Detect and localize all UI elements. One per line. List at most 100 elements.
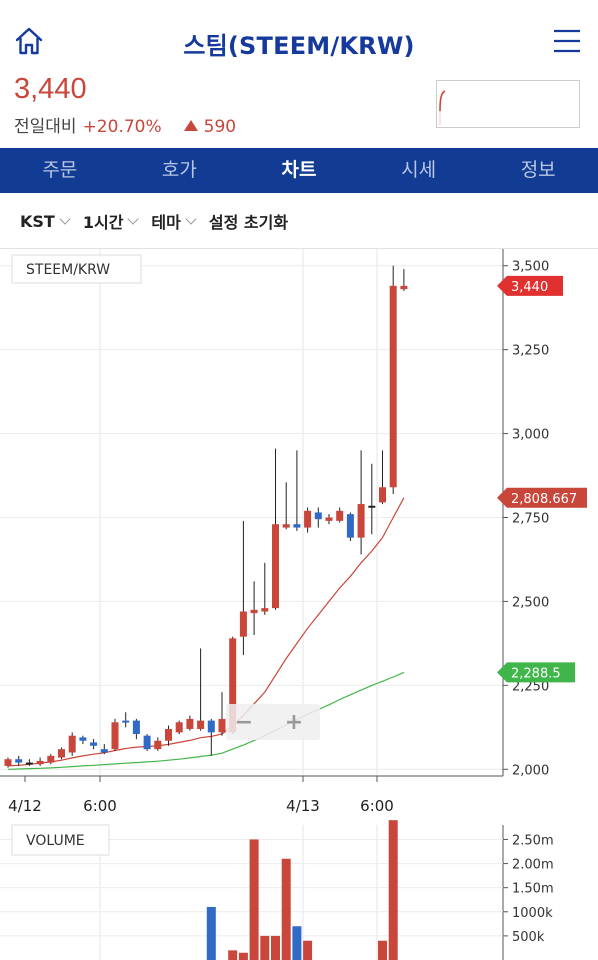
candle-body	[218, 718, 226, 733]
candle-body	[325, 517, 333, 521]
home-button[interactable]	[12, 24, 46, 58]
volume-bar	[292, 926, 302, 960]
zoom-out-button[interactable]: −	[235, 710, 253, 735]
volume-bar	[378, 940, 387, 960]
tab-orderbook[interactable]: 호가	[161, 159, 197, 181]
candle-body	[47, 755, 55, 763]
volume-legend-box	[11, 824, 110, 856]
change-percent: +20.70%	[82, 117, 162, 137]
price-tag-label: 2,808.667	[511, 492, 577, 507]
home-icon	[15, 27, 43, 55]
candle-body	[336, 510, 344, 521]
price-tag	[497, 662, 575, 683]
price-tag-label: 3,440	[511, 280, 548, 295]
y-tick-label: 2,000	[512, 763, 549, 778]
candle-body	[239, 611, 247, 637]
legend-box	[11, 254, 142, 284]
candle-body	[79, 737, 87, 741]
ma-short-line	[7, 497, 405, 767]
nav-tabs: 주문 호가 차트 시세 정보	[0, 148, 598, 193]
candle-body	[132, 720, 140, 735]
change-label: 전일대비	[14, 117, 77, 137]
candle-body	[272, 524, 279, 609]
volume-bar	[388, 820, 398, 960]
tab-info[interactable]: 정보	[520, 159, 556, 181]
candle-body	[4, 759, 12, 766]
volume-legend-label: VOLUME	[26, 833, 85, 849]
candle-body	[207, 720, 215, 733]
y-tick-label: 2,750	[512, 512, 549, 527]
current-price: 3,440	[14, 73, 87, 105]
candle-body	[25, 762, 33, 765]
menu-button[interactable]	[550, 26, 584, 56]
page-title: 스팀(STEEM/KRW)	[183, 32, 415, 60]
candle-body	[90, 742, 98, 746]
candle-body	[357, 504, 365, 538]
volume-bar	[249, 839, 259, 960]
chart-area[interactable]: 3,500 3,250 3,000 2,750 2,500 2,250 2,000 4/12 6…	[0, 249, 598, 960]
y-tick-label: 2,250	[512, 679, 549, 694]
chevron-down-icon	[59, 213, 71, 225]
volume-bar	[303, 940, 313, 960]
candle-body	[197, 720, 205, 729]
price-change-row: 전일대비 +20.70% 590	[14, 112, 236, 137]
candle-body	[314, 512, 322, 520]
candle-body	[143, 735, 151, 750]
candle-body	[379, 487, 386, 503]
candle-body	[368, 505, 376, 508]
candle-body	[282, 524, 290, 528]
zoom-in-button[interactable]: +	[285, 710, 303, 735]
timezone-label: KST	[20, 211, 55, 231]
reset-settings-button[interactable]: 설정 초기화	[208, 213, 289, 232]
candle-body	[15, 759, 23, 763]
up-triangle-icon	[183, 120, 198, 131]
candle-body	[346, 514, 354, 538]
interval-dropdown[interactable]: 1시간	[83, 209, 140, 233]
theme-dropdown[interactable]: 테마	[151, 209, 197, 233]
candle-body	[261, 608, 269, 612]
candle-body	[304, 510, 312, 528]
volume-bar	[281, 858, 291, 960]
price-tag	[497, 487, 587, 508]
tab-order[interactable]: 주문	[42, 159, 78, 181]
candle-body	[58, 749, 65, 758]
candle-body	[175, 722, 183, 733]
toolbar-divider	[0, 248, 598, 249]
app-header: 스팀(STEEM/KRW)	[0, 0, 598, 82]
y-tick-label: 3,250	[512, 344, 549, 359]
chart-canvas[interactable]: 3,500 3,250 3,000 2,750 2,500 2,250 2,000 4/12 6…	[0, 249, 598, 960]
menu-icon	[554, 29, 580, 53]
y-tick-label: 2,500	[512, 595, 549, 610]
change-amount: 590	[203, 117, 237, 137]
candle-body	[36, 760, 44, 765]
chevron-down-icon	[127, 213, 140, 225]
candle-body	[186, 718, 194, 729]
candle-body	[165, 729, 172, 741]
y-tick-label: 3,000	[512, 428, 549, 443]
tab-chart[interactable]: 차트	[281, 159, 317, 181]
tab-quotes[interactable]: 시세	[401, 159, 437, 181]
x-tick-label: 4/13	[286, 797, 320, 815]
volume-tick-label: 2.00m	[512, 858, 554, 873]
volume-bar	[228, 950, 238, 960]
chart-toolbar: KST 1시간 테마 설정 초기화	[0, 195, 598, 247]
x-tick-label: 4/12	[8, 797, 42, 815]
candle-body	[400, 285, 408, 290]
sparkline-chart[interactable]	[436, 80, 580, 128]
candle-body	[111, 722, 119, 750]
timezone-dropdown[interactable]: KST	[20, 211, 71, 231]
candle-body	[389, 285, 397, 488]
price-tag	[497, 275, 563, 296]
candle-body	[154, 740, 162, 750]
price-tag-label: 2,288.5	[511, 666, 561, 681]
legend-label: STEEM/KRW	[26, 262, 110, 278]
theme-label: 테마	[151, 213, 181, 232]
x-tick-label: 6:00	[83, 797, 117, 815]
zoom-control-bg[interactable]	[226, 704, 320, 740]
volume-tick-label: 500k	[512, 930, 545, 945]
volume-bar	[238, 952, 248, 960]
candle-body	[293, 524, 301, 528]
volume-tick-label: 1.50m	[512, 882, 554, 897]
sparkline-graph	[439, 90, 446, 125]
candle-body	[229, 638, 237, 733]
